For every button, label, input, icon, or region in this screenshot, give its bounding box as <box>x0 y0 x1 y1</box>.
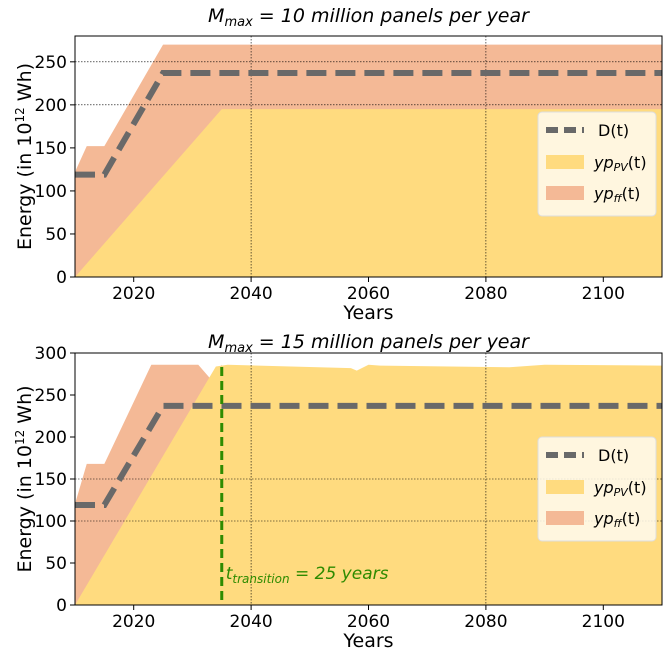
y-tick-label: 50 <box>45 554 67 574</box>
line-demand <box>75 402 662 509</box>
area-yp-pv <box>75 109 662 277</box>
y-axis-label: Energy (in 1012 Wh) <box>13 63 36 250</box>
y-axis-label: Energy (in 1012 Wh) <box>13 385 36 572</box>
legend-swatch-ff <box>546 186 584 200</box>
legend-swatch-ff <box>546 511 584 525</box>
x-tick-label: 2100 <box>582 284 625 304</box>
plot-area <box>75 36 662 277</box>
chart-panel-2: ttransition = 25 years 2020 2040 2060 2080 21… <box>13 331 663 651</box>
x-axis-label: Years <box>342 302 393 324</box>
x-tick-label: 2100 <box>582 612 625 632</box>
x-tick-label: 2080 <box>464 284 507 304</box>
legend-label-demand: D(t) <box>598 446 629 465</box>
y-tick-label: 200 <box>35 96 67 116</box>
line-demand <box>75 70 662 178</box>
legend-swatch-pv <box>546 155 584 169</box>
legend-label-pv: ypPV(t) <box>593 478 647 499</box>
y-tick-label: 150 <box>35 470 67 490</box>
x-tick-label: 2020 <box>112 284 155 304</box>
y-tick-label: 200 <box>35 428 67 448</box>
x-tick-label: 2060 <box>347 612 390 632</box>
y-tick-label: 250 <box>35 386 67 406</box>
y-tick-label: 0 <box>56 268 67 288</box>
chart-title: Mmax = 15 million panels per year <box>208 331 530 356</box>
chart-title: Mmax = 10 million panels per year <box>208 5 530 30</box>
y-tick-label: 100 <box>35 512 67 532</box>
x-tick-label: 2080 <box>464 612 507 632</box>
legend-label-ff: ypff(t) <box>593 509 640 530</box>
y-tick-label: 250 <box>35 53 67 73</box>
y-tick-label: 100 <box>35 182 67 202</box>
y-tick-label: 150 <box>35 139 67 159</box>
legend-label-pv: ypPV(t) <box>593 153 647 174</box>
x-tick-label: 2060 <box>347 284 390 304</box>
y-tick-label: 300 <box>35 344 67 364</box>
x-axis-label: Years <box>342 630 393 651</box>
x-tick-label: 2040 <box>229 612 272 632</box>
x-tick-label: 2040 <box>229 284 272 304</box>
legend-swatch-pv <box>546 480 584 494</box>
y-tick-label: 50 <box>45 225 67 245</box>
x-tick-label: 2020 <box>112 612 155 632</box>
legend: D(t) ypPV(t) ypff(t) <box>537 111 657 217</box>
legend-label-ff: ypff(t) <box>593 184 640 205</box>
y-tick-label: 0 <box>56 596 67 616</box>
transition-annotation: ttransition = 25 years <box>226 564 389 586</box>
plot-area <box>75 353 662 605</box>
legend-label-demand: D(t) <box>598 121 629 140</box>
legend: D(t) ypPV(t) ypff(t) <box>537 436 657 542</box>
chart-panel-1: 2020 2040 2060 2080 2100 0 50 100 150 200 250 Years… <box>13 5 663 324</box>
